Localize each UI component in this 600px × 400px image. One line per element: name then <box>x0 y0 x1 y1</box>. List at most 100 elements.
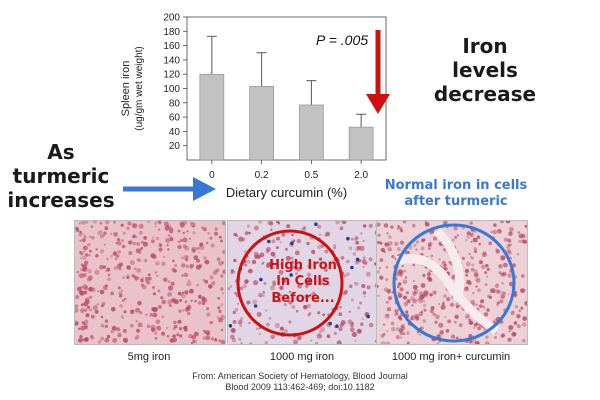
cell-speck <box>84 325 88 330</box>
cell-speck <box>150 253 156 259</box>
cell-speck <box>84 286 89 291</box>
cell-speck <box>145 313 148 316</box>
cell-speck <box>395 335 400 340</box>
cell-speck <box>270 251 276 257</box>
cell-speck <box>123 309 127 314</box>
callout-line: increases <box>7 188 115 212</box>
cell-speck <box>141 240 144 244</box>
cell-speck <box>118 294 123 298</box>
cell-speck <box>368 223 373 228</box>
cell-speck <box>157 221 161 223</box>
cell-speck <box>249 342 253 344</box>
iron-levels-decrease-callout: Iron levels decrease <box>420 34 550 106</box>
cell-speck <box>167 280 171 283</box>
cell-speck <box>320 327 326 332</box>
cell-speck <box>415 240 420 244</box>
y-tick-label: 120 <box>163 70 180 81</box>
cell-speck <box>108 273 111 276</box>
cell-speck <box>441 301 446 305</box>
cell-speck <box>498 264 503 269</box>
cell-speck <box>179 334 183 338</box>
cell-speck <box>205 335 211 341</box>
cell-speck <box>174 264 178 268</box>
cell-speck <box>79 230 83 234</box>
cell-speck <box>126 274 130 279</box>
cell-speck <box>132 234 136 239</box>
cell-speck <box>494 336 497 339</box>
cell-speck <box>242 261 247 266</box>
cell-speck <box>154 337 158 340</box>
cell-speck <box>270 334 275 340</box>
cell-speck <box>474 250 477 253</box>
cell-speck <box>158 304 162 309</box>
cell-speck <box>222 269 225 274</box>
panel-caption: 1000 mg iron <box>269 351 335 363</box>
cell-speck <box>489 290 493 294</box>
cell-speck <box>492 229 498 235</box>
cell-speck <box>524 301 527 306</box>
cell-speck <box>99 234 104 239</box>
cell-speck <box>388 235 392 239</box>
cell-speck <box>220 328 224 332</box>
cell-speck <box>115 241 118 244</box>
cell-speck <box>86 276 92 282</box>
cell-speck <box>473 272 479 278</box>
cell-speck <box>461 225 465 230</box>
cell-speck <box>119 262 123 267</box>
cell-speck <box>341 221 347 225</box>
cell-speck <box>368 322 374 328</box>
cell-speck <box>507 238 512 243</box>
red-down-arrow-head <box>366 94 390 114</box>
normal-iron-callout: Normal iron in cells after turmeric <box>372 178 540 209</box>
cell-speck <box>489 288 492 291</box>
cell-speck <box>288 320 292 324</box>
cell-speck <box>392 290 395 294</box>
cell-speck <box>333 246 337 249</box>
cell-speck <box>484 271 488 275</box>
cell-speck <box>349 327 355 333</box>
cell-speck <box>440 304 446 310</box>
cell-speck <box>430 306 435 310</box>
cell-speck <box>361 283 366 289</box>
cell-speck <box>187 279 191 282</box>
y-tick-label: 160 <box>163 41 180 52</box>
cell-speck <box>470 227 474 232</box>
cell-speck <box>177 240 181 243</box>
cell-speck <box>385 341 391 344</box>
cell-speck <box>84 297 90 303</box>
cell-speck <box>78 222 82 225</box>
cell-speck <box>339 323 344 328</box>
cell-speck <box>81 238 86 243</box>
cell-speck <box>149 312 153 316</box>
cell-speck <box>99 249 105 254</box>
cell-speck <box>520 288 525 293</box>
cell-speck <box>190 341 194 344</box>
cell-speck <box>78 327 81 331</box>
cell-speck <box>89 308 92 312</box>
cell-speck <box>399 312 404 317</box>
cell-speck <box>206 332 210 336</box>
cell-speck <box>75 320 79 326</box>
cell-speck <box>83 250 86 253</box>
cell-speck <box>383 223 389 228</box>
cell-speck <box>484 283 488 287</box>
cell-speck <box>96 303 99 306</box>
cell-speck <box>303 226 306 230</box>
cell-speck <box>137 276 140 279</box>
cell-speck <box>140 283 145 287</box>
cell-speck <box>347 319 353 325</box>
cell-speck <box>147 273 151 277</box>
cell-speck <box>509 281 514 287</box>
cell-speck <box>208 284 213 289</box>
cell-speck <box>480 264 486 269</box>
cell-speck <box>167 248 170 251</box>
cell-speck <box>176 332 180 337</box>
cell-speck <box>501 334 505 338</box>
cell-speck <box>161 315 165 319</box>
cell-speck <box>267 221 272 225</box>
cell-speck <box>445 329 450 333</box>
cell-speck <box>423 300 426 303</box>
cell-speck <box>191 248 196 253</box>
cell-speck <box>197 300 202 305</box>
cell-speck <box>256 327 259 330</box>
